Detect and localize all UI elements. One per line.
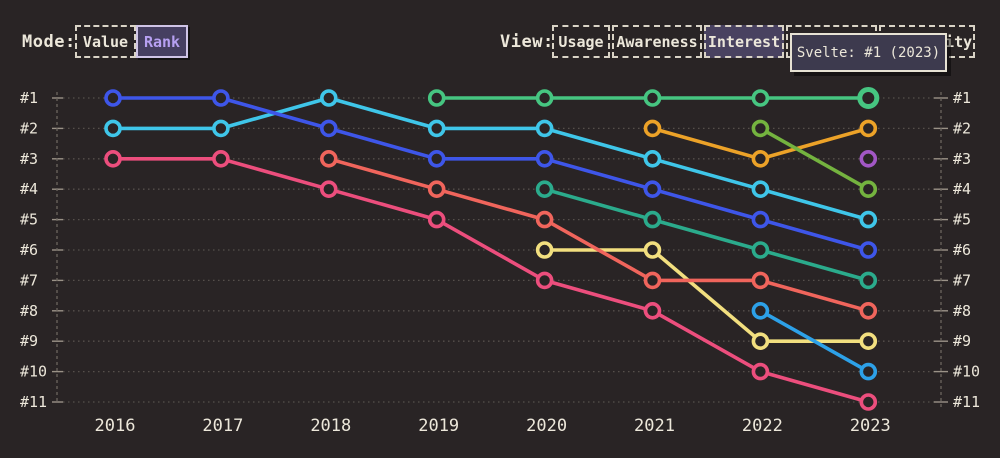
data-point-series-orange[interactable]: [859, 119, 878, 138]
data-point-series-salmon[interactable]: [319, 150, 338, 168]
mode-button-rank[interactable]: Rank: [136, 25, 188, 58]
data-point-series-pink[interactable]: [751, 362, 770, 381]
data-point-series-purple[interactable]: [859, 150, 878, 168]
rank-label-right: #2: [953, 119, 971, 137]
data-point-series-blue[interactable]: [859, 241, 878, 259]
mode-button-value[interactable]: Value: [75, 25, 136, 58]
data-point-series-yellow[interactable]: [751, 332, 770, 351]
year-label: 2019: [418, 416, 459, 436]
data-point-series-salmon[interactable]: [751, 271, 770, 290]
data-point-series-cyan[interactable]: [319, 89, 338, 107]
tooltip-text: Svelte: #1 (2023): [796, 44, 941, 61]
mode-label: Mode:: [22, 32, 76, 52]
year-label: 2016: [95, 416, 136, 436]
year-label: 2022: [742, 416, 783, 436]
data-point-series-cyan[interactable]: [859, 210, 878, 229]
series-line-series-cyan: [111, 96, 871, 222]
view-button-interest[interactable]: Interest: [704, 25, 784, 58]
year-label: 2017: [202, 416, 243, 436]
rank-label-left: #1: [20, 89, 38, 107]
rank-label-right: #3: [953, 150, 971, 168]
rank-label-right: #8: [953, 302, 971, 320]
rank-label-left: #11: [20, 393, 47, 411]
data-point-series-teal[interactable]: [643, 210, 662, 229]
data-point-series-yellow[interactable]: [643, 241, 662, 259]
year-label: 2021: [634, 416, 675, 436]
data-point-series-pink[interactable]: [643, 301, 662, 320]
rank-label-left: #7: [20, 271, 38, 289]
data-point-series-cyan[interactable]: [643, 150, 662, 168]
data-point-svelte[interactable]: [751, 89, 770, 107]
data-point-series-lime[interactable]: [859, 180, 878, 198]
year-label: 2020: [526, 416, 567, 436]
data-point-svelte[interactable]: [427, 89, 446, 107]
data-point-series-pink[interactable]: [319, 180, 338, 198]
rank-label-right: #4: [953, 180, 971, 198]
year-label: 2023: [850, 416, 891, 436]
data-point-series-teal[interactable]: [751, 241, 770, 259]
tooltip: Svelte: #1 (2023): [790, 33, 947, 72]
rank-label-left: #10: [20, 363, 47, 381]
data-point-series-cyan[interactable]: [751, 180, 770, 198]
rank-label-right: #10: [953, 363, 980, 381]
data-point-series-yellow[interactable]: [859, 332, 878, 351]
data-point-svelte[interactable]: [857, 87, 880, 109]
rank-label-left: #8: [20, 302, 38, 320]
rank-label-left: #2: [20, 119, 38, 137]
rank-label-right: #9: [953, 332, 971, 350]
data-point-series-cyan[interactable]: [535, 119, 554, 138]
data-point-series-pink[interactable]: [859, 393, 878, 411]
data-point-series-teal[interactable]: [535, 180, 554, 198]
data-point-series-salmon[interactable]: [643, 271, 662, 290]
series-line-series-sky: [758, 308, 871, 374]
data-point-series-salmon[interactable]: [427, 180, 446, 198]
data-point-series-blue[interactable]: [643, 180, 662, 198]
rank-label-right: #11: [953, 393, 980, 411]
data-point-series-cyan[interactable]: [427, 119, 446, 138]
rank-label-left: #4: [20, 180, 38, 198]
data-point-series-blue[interactable]: [427, 150, 446, 168]
view-button-awareness[interactable]: Awareness: [612, 25, 702, 58]
data-point-series-pink[interactable]: [427, 210, 446, 229]
rank-label-right: #5: [953, 211, 971, 229]
data-point-series-sky[interactable]: [859, 362, 878, 381]
data-point-series-salmon[interactable]: [535, 210, 554, 229]
series-line-series-teal: [542, 187, 871, 283]
rank-label-left: #9: [20, 332, 38, 350]
rank-label-right: #6: [953, 241, 971, 259]
rank-label-left: #6: [20, 241, 38, 259]
data-point-series-blue[interactable]: [535, 150, 554, 168]
data-point-series-teal[interactable]: [859, 271, 878, 290]
data-point-series-lime[interactable]: [751, 119, 770, 138]
data-point-series-blue[interactable]: [104, 89, 122, 107]
data-point-series-pink[interactable]: [212, 150, 230, 168]
data-point-series-blue[interactable]: [319, 119, 338, 138]
data-point-series-cyan[interactable]: [104, 119, 122, 138]
data-point-series-pink[interactable]: [104, 150, 122, 168]
series-line-series-blue: [111, 96, 871, 252]
data-point-series-salmon[interactable]: [859, 301, 878, 320]
data-point-series-blue[interactable]: [751, 210, 770, 229]
data-point-series-orange[interactable]: [751, 150, 770, 168]
data-point-svelte[interactable]: [535, 89, 554, 107]
data-point-series-orange[interactable]: [643, 119, 662, 138]
rank-label-left: #3: [20, 150, 38, 168]
rank-label-right: #7: [953, 271, 971, 289]
rank-label-left: #5: [20, 211, 38, 229]
data-point-series-cyan[interactable]: [212, 119, 230, 138]
series-line-series-lime: [758, 126, 871, 191]
view-button-usage[interactable]: Usage: [552, 25, 610, 58]
data-point-series-blue[interactable]: [212, 89, 230, 107]
view-label: View:: [500, 32, 554, 52]
data-point-series-sky[interactable]: [751, 301, 770, 320]
series-line-series-salmon: [326, 157, 871, 313]
data-point-svelte[interactable]: [643, 89, 662, 107]
data-point-series-yellow[interactable]: [535, 241, 554, 259]
rank-label-right: #1: [953, 89, 971, 107]
year-label: 2018: [310, 416, 351, 436]
data-point-series-pink[interactable]: [535, 271, 554, 290]
series-line-series-pink: [111, 157, 871, 404]
